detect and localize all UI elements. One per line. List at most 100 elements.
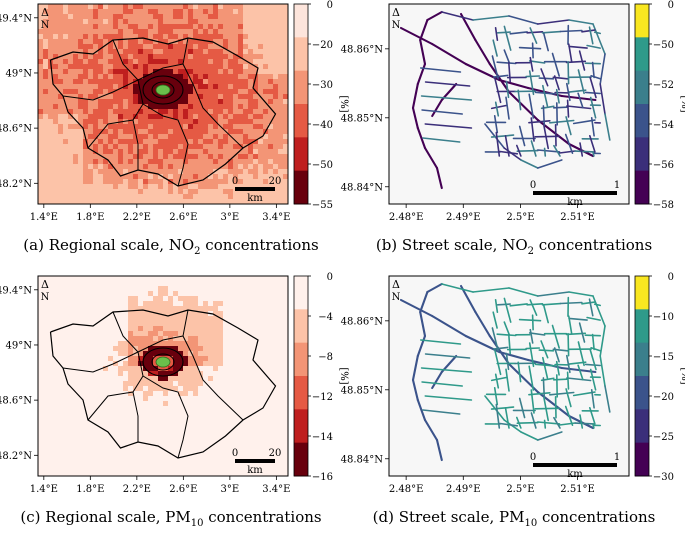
heatmap-cell: [108, 336, 113, 341]
heatmap-cell: [133, 276, 138, 281]
heatmap-cell: [138, 134, 143, 139]
heatmap-cell: [213, 174, 218, 179]
heatmap-cell: [203, 79, 208, 84]
heatmap-cell: [103, 14, 108, 19]
heatmap-cell: [88, 411, 93, 416]
heatmap-cell: [43, 331, 48, 336]
heatmap-cell: [228, 74, 233, 79]
heatmap-cell: [48, 94, 53, 99]
heatmap-cell: [268, 286, 273, 291]
heatmap-cell: [188, 321, 193, 326]
heatmap-cell: [128, 99, 133, 104]
heatmap-cell: [228, 441, 233, 446]
heatmap-cell: [188, 4, 193, 9]
heatmap-cell: [43, 311, 48, 316]
heatmap-cell: [218, 149, 223, 154]
heatmap-cell: [223, 311, 228, 316]
heatmap-cell: [228, 64, 233, 69]
colorbar-tick-label-b-0: 0: [668, 0, 674, 11]
heatmap-cell: [103, 184, 108, 189]
heatmap-cell: [138, 436, 143, 441]
heatmap-cell: [263, 381, 268, 386]
heatmap-cell: [93, 316, 98, 321]
heatmap-cell: [103, 164, 108, 169]
heatmap-cell: [148, 321, 153, 326]
heatmap-cell: [88, 331, 93, 336]
heatmap-cell: [158, 34, 163, 39]
heatmap-cell: [148, 19, 153, 24]
heatmap-cell: [218, 19, 223, 24]
heatmap-cell: [73, 421, 78, 426]
heatmap-cell: [173, 104, 178, 109]
heatmap-cell: [258, 59, 263, 64]
colorbar-tick-label-a-2: −30: [312, 80, 333, 91]
heatmap-cell: [103, 436, 108, 441]
heatmap-cell: [273, 164, 278, 169]
heatmap-cell: [68, 9, 73, 14]
heatmap-cell: [173, 44, 178, 49]
heatmap-cell: [58, 276, 63, 281]
paris-core-marker-c: [156, 357, 170, 367]
heatmap-cell: [248, 311, 253, 316]
heatmap-cell: [203, 456, 208, 461]
heatmap-cell: [113, 109, 118, 114]
heatmap-cell: [163, 416, 168, 421]
heatmap-cell: [253, 321, 258, 326]
heatmap-cell: [78, 286, 83, 291]
heatmap-cell: [188, 356, 193, 361]
heatmap-cell: [58, 159, 63, 164]
heatmap-cell: [73, 174, 78, 179]
heatmap-cell: [138, 149, 143, 154]
heatmap-cell: [53, 381, 58, 386]
heatmap-cell: [138, 9, 143, 14]
heatmap-cell: [188, 154, 193, 159]
heatmap-cell: [248, 179, 253, 184]
heatmap-cell: [113, 421, 118, 426]
heatmap-cell: [133, 9, 138, 14]
heatmap-cell: [173, 149, 178, 154]
heatmap-cell: [133, 326, 138, 331]
heatmap-cell: [193, 321, 198, 326]
heatmap-cell: [273, 416, 278, 421]
heatmap-cell: [278, 154, 283, 159]
heatmap-cell: [73, 154, 78, 159]
heatmap-cell: [273, 9, 278, 14]
heatmap-cell: [218, 301, 223, 306]
heatmap-cell: [83, 396, 88, 401]
heatmap-cell: [43, 104, 48, 109]
heatmap-cell: [108, 381, 113, 386]
heatmap-cell: [143, 64, 148, 69]
heatmap-cell: [118, 291, 123, 296]
heatmap-cell: [273, 19, 278, 24]
heatmap-cell: [203, 461, 208, 466]
heatmap-cell: [273, 119, 278, 124]
heatmap-cell: [238, 406, 243, 411]
heatmap-cell: [158, 401, 163, 406]
heatmap-cell: [273, 54, 278, 59]
heatmap-cell: [138, 19, 143, 24]
heatmap-cell: [188, 326, 193, 331]
heatmap-cell: [133, 194, 138, 199]
heatmap-cell: [178, 341, 183, 346]
heatmap-cell: [238, 99, 243, 104]
heatmap-cell: [258, 159, 263, 164]
heatmap-cell: [118, 159, 123, 164]
heatmap-cell: [168, 189, 173, 194]
heatmap-cell: [88, 54, 93, 59]
heatmap-cell: [183, 371, 188, 376]
heatmap-cell: [138, 446, 143, 451]
heatmap-cell: [273, 291, 278, 296]
heatmap-cell: [233, 164, 238, 169]
heatmap-cell: [68, 124, 73, 129]
heatmap-cell: [233, 14, 238, 19]
heatmap-cell: [218, 94, 223, 99]
x-tick-label-a-0: 1.4°E: [30, 212, 58, 223]
heatmap-cell: [258, 89, 263, 94]
heatmap-cell: [213, 436, 218, 441]
heatmap-cell: [253, 124, 258, 129]
heatmap-cell: [148, 44, 153, 49]
heatmap-cell: [173, 441, 178, 446]
heatmap-cell: [268, 421, 273, 426]
heatmap-cell: [258, 139, 263, 144]
heatmap-cell: [58, 124, 63, 129]
